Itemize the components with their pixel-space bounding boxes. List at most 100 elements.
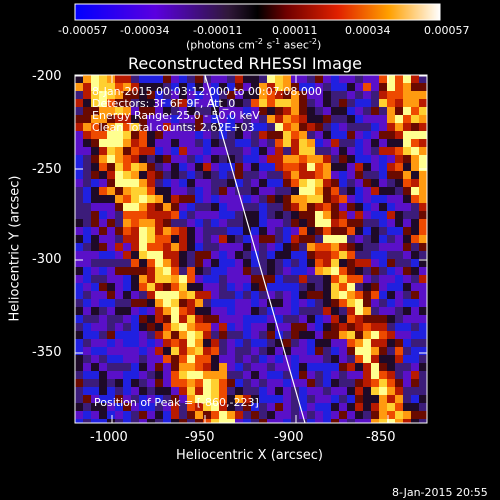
heatmap-cell (139, 331, 147, 339)
heatmap-cell (291, 83, 299, 91)
heatmap-cell (155, 283, 163, 291)
heatmap-cell (107, 331, 115, 339)
heatmap-cell (139, 195, 147, 203)
heatmap-cell (235, 99, 243, 107)
heatmap-cell (227, 155, 235, 163)
heatmap-cell (379, 323, 387, 331)
heatmap-cell (91, 323, 99, 331)
heatmap-cell (347, 99, 355, 107)
heatmap-cell (83, 347, 91, 355)
heatmap-cell (323, 83, 331, 91)
heatmap-cell (387, 187, 395, 195)
heatmap-cell (115, 291, 123, 299)
heatmap-cell (123, 235, 131, 243)
heatmap-cell (195, 363, 203, 371)
heatmap-cell (99, 179, 107, 187)
heatmap-cell (227, 75, 235, 83)
heatmap-cell (203, 331, 211, 339)
heatmap-cell (211, 339, 219, 347)
y-tick-label: -250 (32, 162, 62, 177)
heatmap-cell (403, 379, 411, 387)
heatmap-cell (195, 235, 203, 243)
heatmap-cell (307, 355, 315, 363)
heatmap-cell (243, 283, 251, 291)
heatmap-cell (203, 163, 211, 171)
heatmap-cell (379, 211, 387, 219)
heatmap-cell (107, 235, 115, 243)
heatmap-cell (211, 203, 219, 211)
heatmap-cell (331, 299, 339, 307)
heatmap-cell (291, 267, 299, 275)
heatmap-cell (195, 323, 203, 331)
heatmap-cell (267, 91, 275, 99)
heatmap-cell (403, 299, 411, 307)
heatmap-cell (99, 291, 107, 299)
heatmap-cell (163, 203, 171, 211)
heatmap-cell (163, 387, 171, 395)
heatmap-cell (307, 395, 315, 403)
heatmap-cell (147, 275, 155, 283)
heatmap-cell (291, 91, 299, 99)
heatmap-cell (219, 355, 227, 363)
heatmap-cell (203, 371, 211, 379)
heatmap-cell (219, 155, 227, 163)
heatmap-cell (379, 115, 387, 123)
heatmap-cell (355, 203, 363, 211)
heatmap-cell (91, 139, 99, 147)
heatmap-cell (91, 299, 99, 307)
heatmap-cell (355, 371, 363, 379)
heatmap-cell (331, 187, 339, 195)
heatmap-cell (211, 395, 219, 403)
heatmap-cell (387, 403, 395, 411)
heatmap-cell (411, 291, 419, 299)
heatmap-cell (331, 139, 339, 147)
heatmap-cell (131, 291, 139, 299)
heatmap-cell (419, 331, 427, 339)
heatmap-cell (91, 131, 99, 139)
heatmap-cell (299, 155, 307, 163)
heatmap-cell (259, 227, 267, 235)
heatmap-cell (363, 211, 371, 219)
heatmap-cell (395, 291, 403, 299)
heatmap-cell (283, 195, 291, 203)
heatmap-cell (395, 195, 403, 203)
heatmap-cell (75, 339, 83, 347)
heatmap-cell (75, 147, 83, 155)
heatmap-cell (339, 163, 347, 171)
heatmap-cell (171, 211, 179, 219)
heatmap-cell (419, 419, 427, 423)
heatmap-cell (91, 291, 99, 299)
heatmap-cell (115, 219, 123, 227)
heatmap-cell (195, 211, 203, 219)
heatmap-cell (227, 171, 235, 179)
heatmap-cell (99, 163, 107, 171)
heatmap-cell (211, 195, 219, 203)
heatmap-cell (315, 395, 323, 403)
heatmap-cell (243, 227, 251, 235)
heatmap-cell (115, 171, 123, 179)
heatmap-cell (123, 339, 131, 347)
heatmap-cell (363, 259, 371, 267)
heatmap-cell (235, 203, 243, 211)
heatmap-cell (211, 307, 219, 315)
heatmap-cell (91, 275, 99, 283)
heatmap-cell (315, 123, 323, 131)
heatmap-cell (355, 323, 363, 331)
heatmap-cell (203, 235, 211, 243)
heatmap-cell (187, 419, 195, 423)
heatmap-cell (347, 387, 355, 395)
heatmap-cell (347, 395, 355, 403)
heatmap-cell (267, 267, 275, 275)
heatmap-cell (339, 179, 347, 187)
heatmap-cell (155, 115, 163, 123)
heatmap-cell (123, 107, 131, 115)
heatmap-cell (227, 139, 235, 147)
heatmap-cell (331, 403, 339, 411)
heatmap-cell (315, 267, 323, 275)
heatmap-cell (291, 203, 299, 211)
heatmap-cell (107, 363, 115, 371)
heatmap-cell (203, 195, 211, 203)
heatmap-cell (131, 203, 139, 211)
heatmap-cell (267, 139, 275, 147)
heatmap-cell (179, 83, 187, 91)
